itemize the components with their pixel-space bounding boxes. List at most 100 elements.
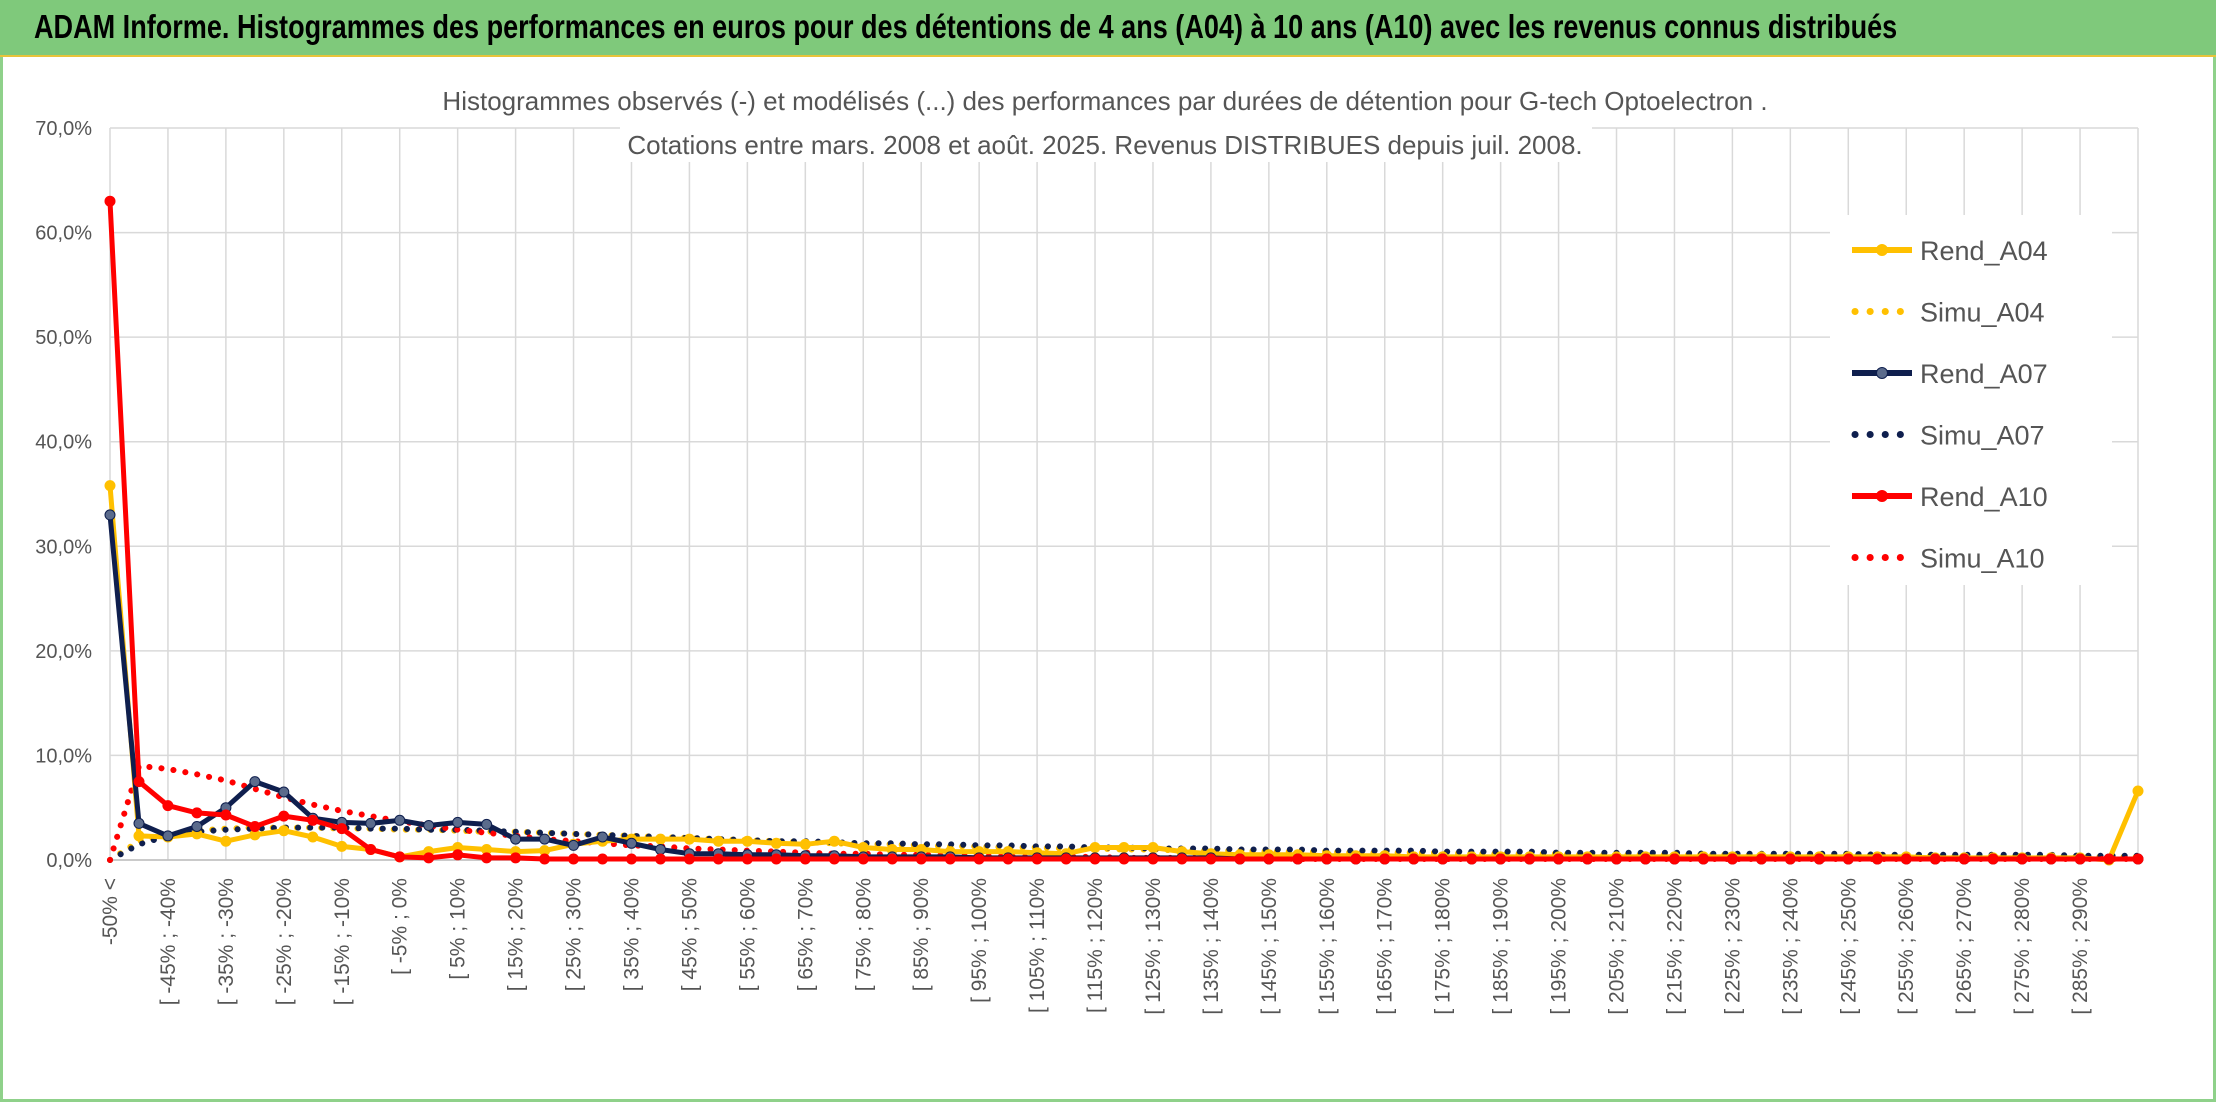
- data-point: [220, 809, 232, 821]
- legend-label: Rend_A04: [1920, 236, 2048, 266]
- data-point: [1031, 853, 1043, 865]
- x-tick-label: [ -5% ; 0%: [389, 878, 412, 975]
- data-point: [191, 807, 203, 819]
- data-point: [510, 833, 522, 845]
- x-tick-label: [ 15% ; 20%: [505, 878, 528, 991]
- data-point: [655, 833, 666, 845]
- data-point: [1697, 853, 1709, 865]
- data-point: [1669, 853, 1680, 865]
- data-point: [741, 853, 753, 865]
- page-title: ADAM Informe. Histogrammes des performan…: [34, 8, 1898, 45]
- data-point: [394, 851, 406, 863]
- data-point: [365, 844, 377, 855]
- y-tick-label: 20,0%: [35, 641, 92, 663]
- data-point: [1437, 853, 1449, 865]
- data-point: [1755, 853, 1767, 865]
- data-point: [510, 852, 522, 864]
- y-tick-label: 60,0%: [35, 223, 92, 245]
- x-tick-label: [ 135% ; 140%: [1200, 878, 1223, 1015]
- data-point: [307, 814, 319, 826]
- x-tick-label: [ -25% ; -20%: [273, 878, 296, 1005]
- legend-label: Simu_A10: [1920, 544, 2045, 574]
- series-line: [107, 824, 2141, 863]
- data-point: [1147, 842, 1159, 853]
- y-tick-label: 30,0%: [35, 536, 92, 558]
- x-tick-label: [ 125% ; 130%: [1142, 878, 1165, 1015]
- data-point: [915, 853, 927, 865]
- x-tick-label: [ 285% ; 290%: [2069, 878, 2092, 1015]
- data-point: [1958, 853, 1970, 865]
- data-point: [973, 853, 985, 865]
- data-point: [741, 835, 753, 847]
- data-point: [1002, 853, 1014, 865]
- data-point: [481, 852, 493, 864]
- data-point: [683, 853, 695, 865]
- x-tick-label: [ 25% ; 30%: [563, 878, 586, 991]
- data-point: [799, 853, 811, 865]
- data-point: [626, 853, 637, 865]
- data-point: [249, 776, 261, 788]
- data-point: [1118, 853, 1130, 865]
- data-point: [857, 842, 869, 853]
- data-point: [1611, 853, 1622, 865]
- legend-box: [1830, 215, 2112, 585]
- x-tick-label: [ 65% ; 70%: [794, 878, 817, 991]
- data-point: [133, 830, 145, 842]
- data-point: [568, 853, 579, 865]
- x-tick-label: [ 45% ; 50%: [678, 878, 701, 991]
- y-axis: 0,0% 10,0% 20,0% 30,0% 40,0% 50,0% 60,0% 70,0%: [35, 118, 92, 872]
- data-point: [2016, 853, 2028, 865]
- data-point: [1350, 853, 1362, 865]
- data-point: [944, 853, 956, 865]
- data-point: [162, 830, 174, 842]
- x-tick-label: [ -45% ; -40%: [157, 878, 180, 1005]
- data-point: [712, 835, 724, 847]
- data-point: [278, 825, 290, 837]
- data-point: [886, 853, 898, 865]
- data-point: [452, 816, 464, 828]
- data-point: [1784, 853, 1796, 865]
- x-tick-label: [ 75% ; 80%: [852, 878, 875, 991]
- data-point: [683, 833, 695, 845]
- data-point: [1466, 853, 1478, 865]
- data-point: [1726, 853, 1738, 865]
- data-point: [597, 831, 608, 843]
- x-tick-label: [ 235% ; 240%: [1779, 878, 1802, 1015]
- legend-marker: [1876, 367, 1888, 379]
- data-point: [770, 837, 782, 849]
- x-tick-label: [ 265% ; 270%: [1953, 878, 1976, 1015]
- data-point: [220, 835, 232, 847]
- data-point: [1871, 853, 1883, 865]
- legend-item: Simu_A04: [1851, 298, 2045, 328]
- data-point: [191, 821, 203, 832]
- data-point: [1495, 853, 1507, 865]
- data-point: [162, 800, 174, 812]
- data-point: [1842, 853, 1854, 865]
- data-point: [799, 838, 811, 850]
- data-point: [104, 509, 116, 521]
- data-point: [597, 853, 608, 865]
- data-point: [1118, 842, 1130, 853]
- data-point: [2132, 785, 2144, 797]
- data-point: [539, 853, 551, 865]
- legend-item: Rend_A07: [1852, 359, 2048, 389]
- legend-marker: [1876, 244, 1888, 256]
- data-point: [365, 817, 377, 829]
- data-point: [655, 844, 666, 855]
- x-tick-label: [ 165% ; 170%: [1374, 878, 1397, 1015]
- title-bar: ADAM Informe. Histogrammes des performan…: [0, 0, 2216, 57]
- x-tick-label: [ 145% ; 150%: [1258, 878, 1281, 1015]
- legend-label: Rend_A10: [1920, 482, 2048, 512]
- x-tick-label: [ 155% ; 160%: [1316, 878, 1339, 1015]
- x-tick-label: [ 195% ; 200%: [1548, 878, 1571, 1015]
- y-tick-label: 40,0%: [35, 432, 92, 454]
- x-tick-label: [ 35% ; 40%: [620, 878, 643, 991]
- data-point: [336, 823, 348, 835]
- x-axis: -50% < [ -45% ; -40% [ -35% ; -30% [ -25% ;…: [99, 878, 2092, 1015]
- data-point: [857, 853, 869, 865]
- data-point: [1205, 853, 1217, 865]
- x-tick-label: [ 55% ; 60%: [736, 878, 759, 991]
- data-point: [655, 853, 666, 865]
- data-point: [568, 839, 579, 851]
